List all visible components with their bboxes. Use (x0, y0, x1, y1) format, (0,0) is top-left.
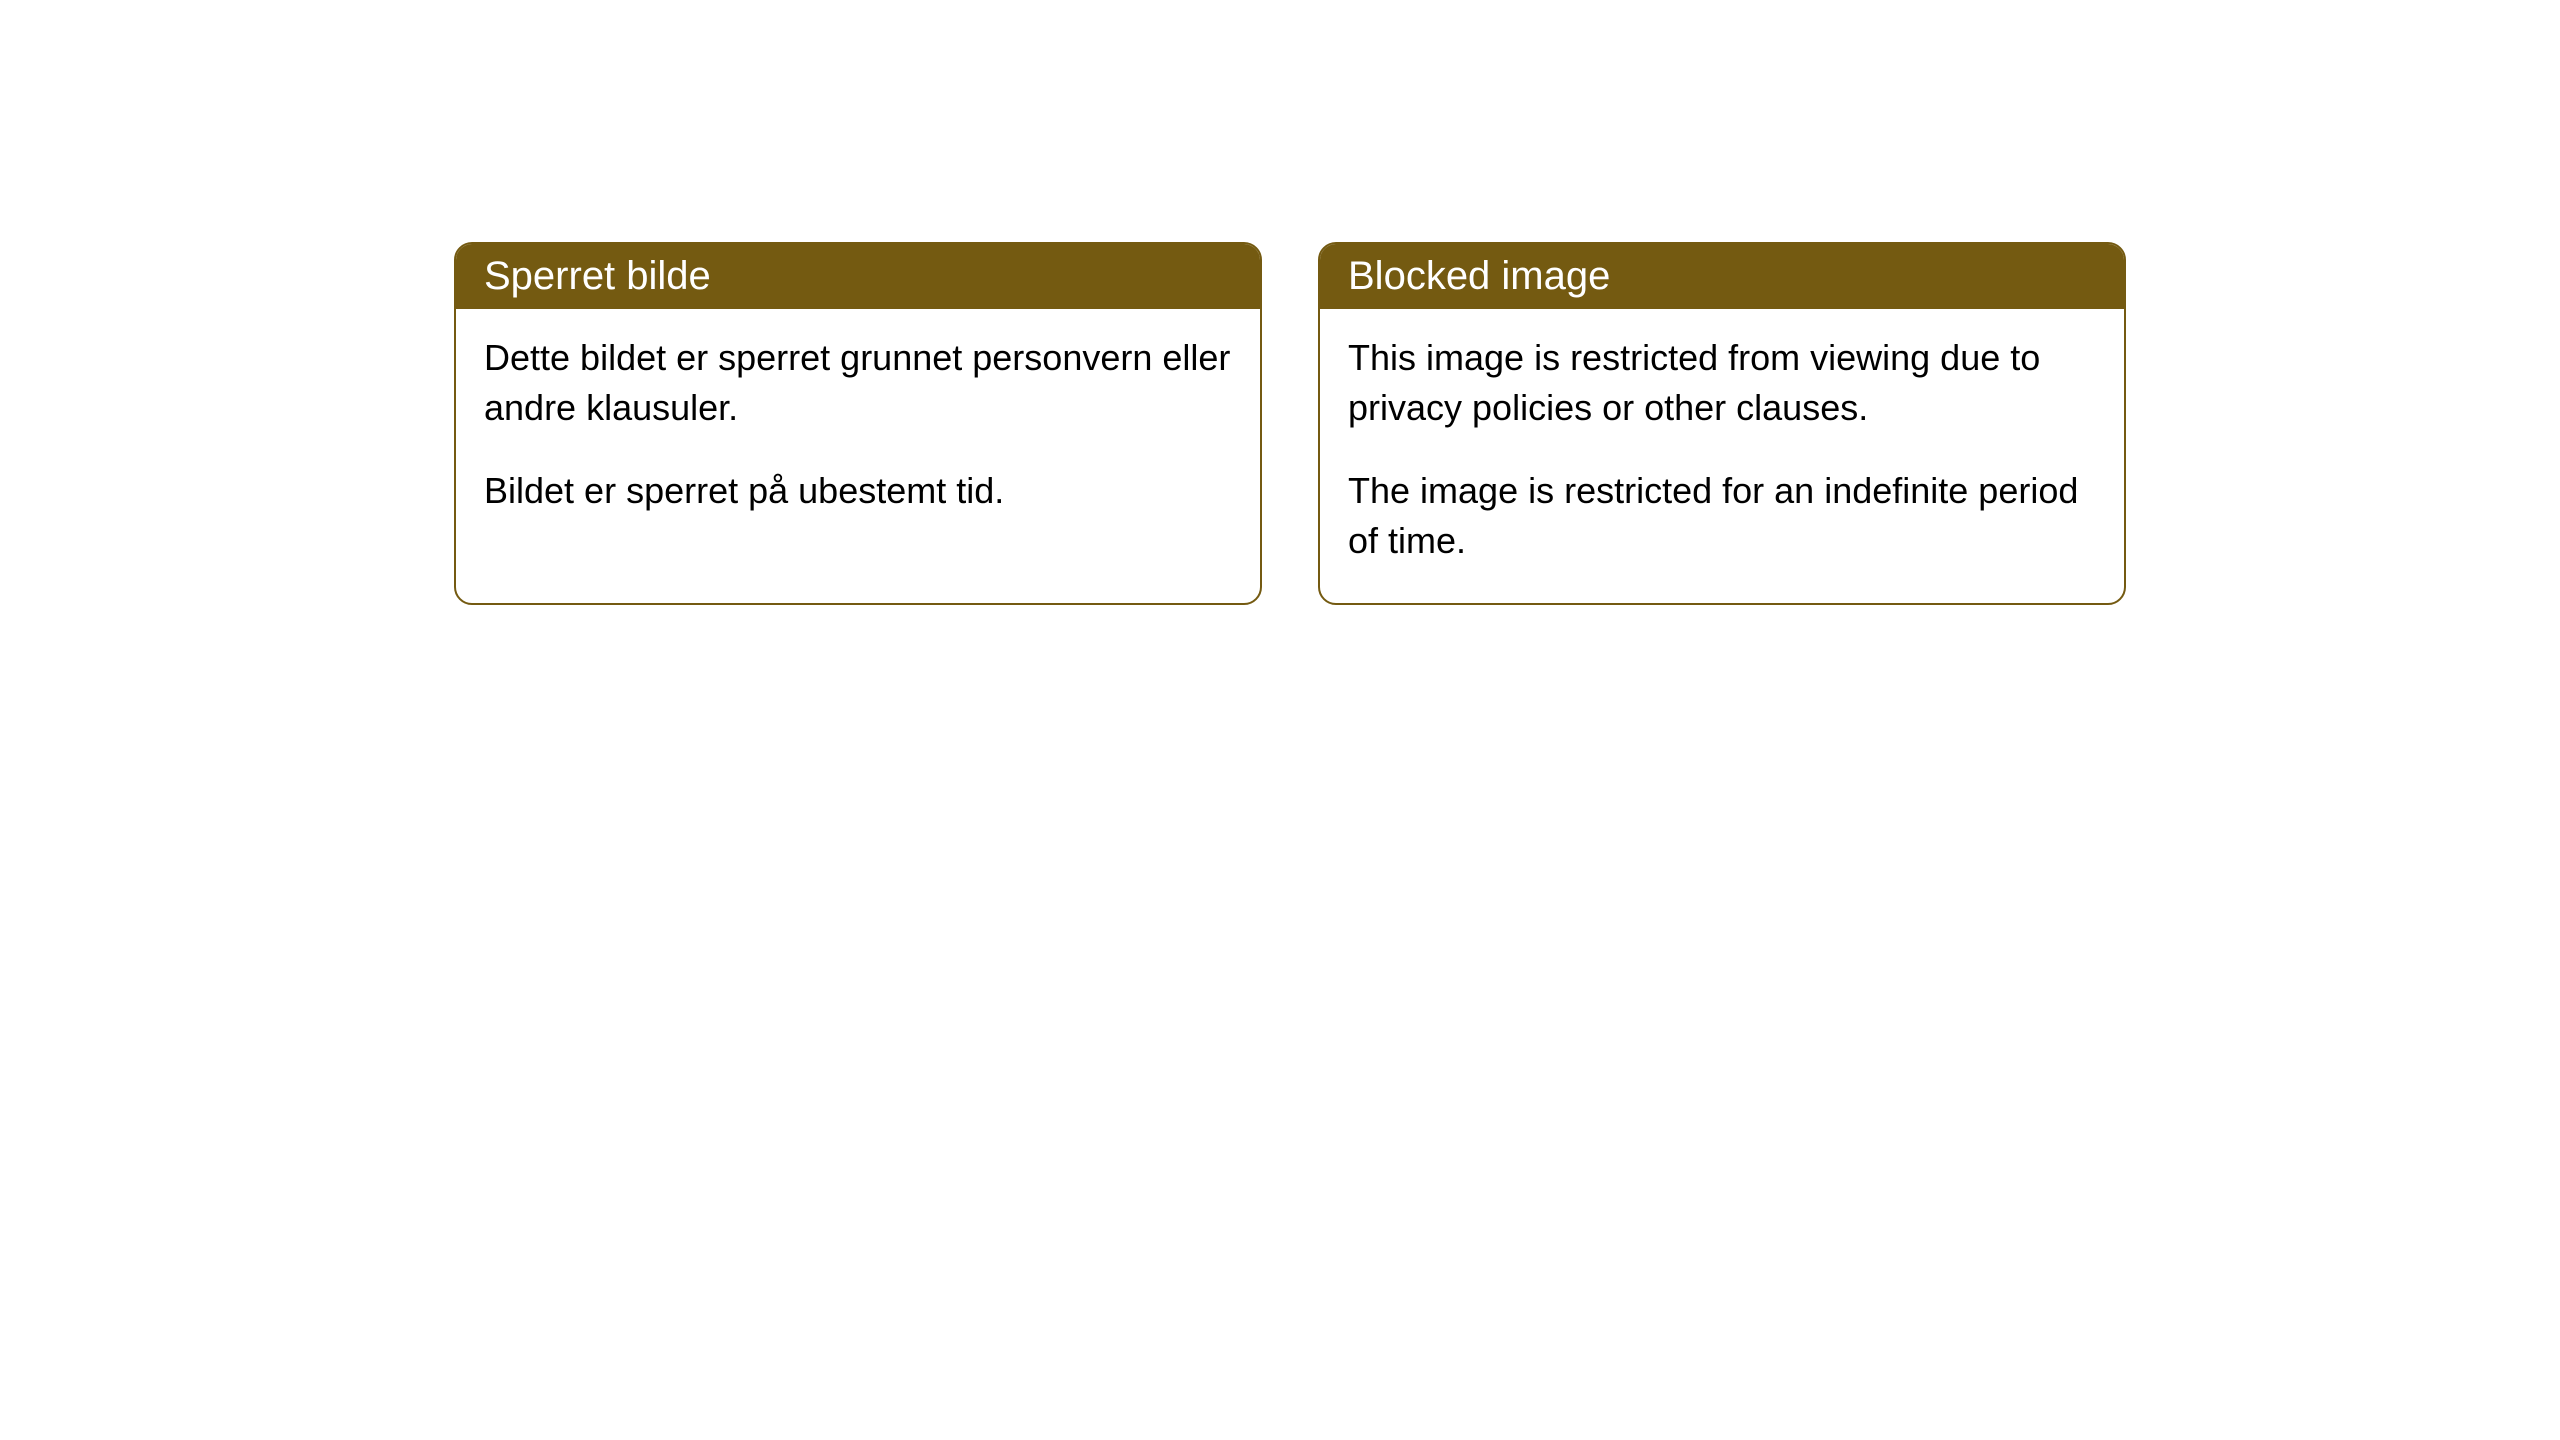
card-paragraph: Dette bildet er sperret grunnet personve… (484, 333, 1232, 434)
card-body: Dette bildet er sperret grunnet personve… (456, 309, 1260, 552)
card-body: This image is restricted from viewing du… (1320, 309, 2124, 603)
card-paragraph: The image is restricted for an indefinit… (1348, 466, 2096, 567)
card-paragraph: Bildet er sperret på ubestemt tid. (484, 466, 1232, 516)
card-norwegian: Sperret bilde Dette bildet er sperret gr… (454, 242, 1262, 605)
card-english: Blocked image This image is restricted f… (1318, 242, 2126, 605)
card-paragraph: This image is restricted from viewing du… (1348, 333, 2096, 434)
cards-container: Sperret bilde Dette bildet er sperret gr… (0, 0, 2560, 605)
card-header: Blocked image (1320, 244, 2124, 309)
card-header: Sperret bilde (456, 244, 1260, 309)
